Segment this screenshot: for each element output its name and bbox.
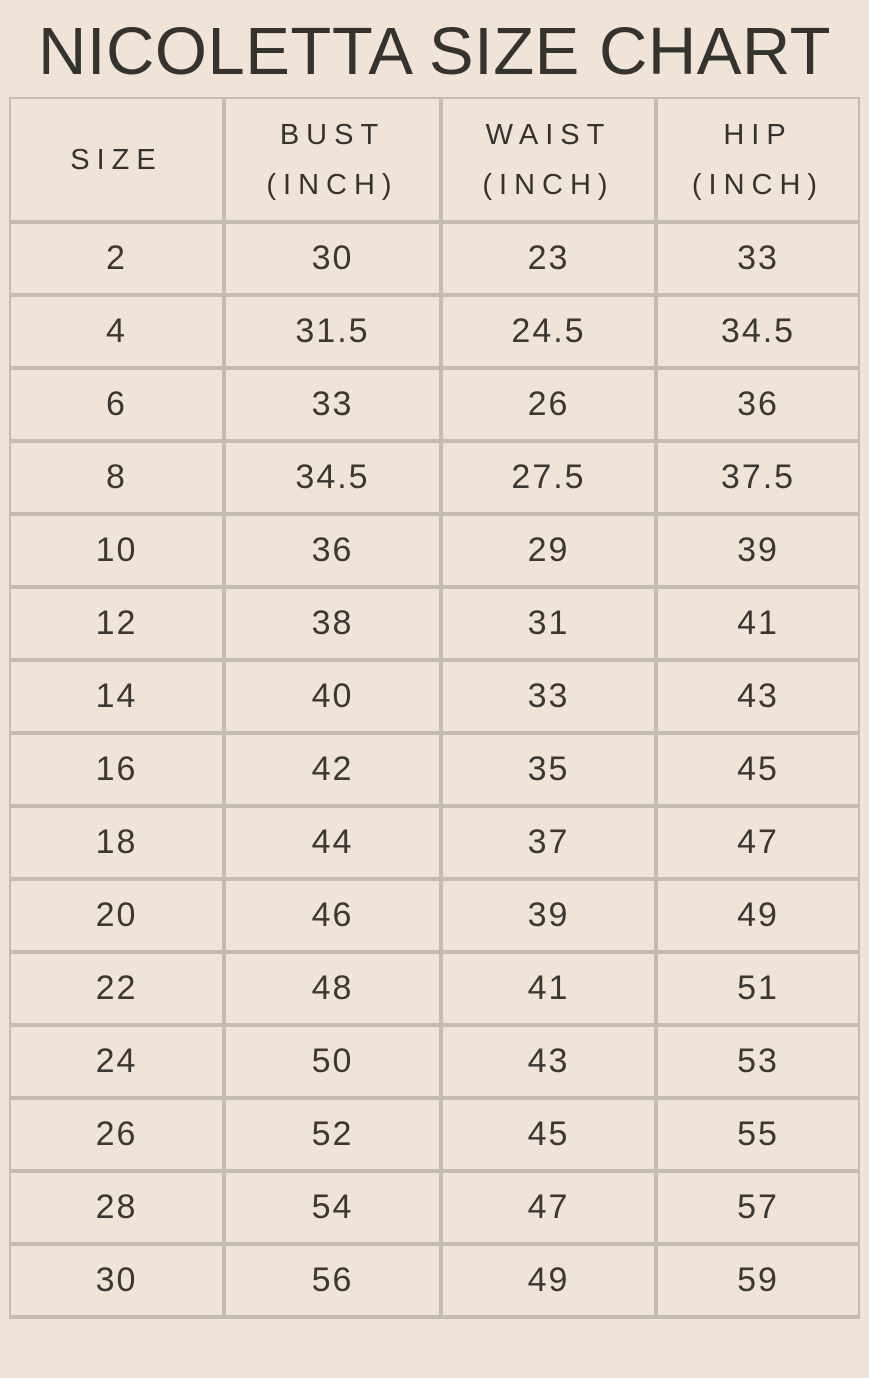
table-cell-waist: 27.5 (439, 439, 658, 516)
table-cell-waist: 41 (439, 950, 658, 1027)
table-cell-waist: 29 (439, 512, 658, 589)
table-row: 6 33 26 36 (9, 366, 860, 443)
table-cell-size: 30 (9, 1242, 226, 1319)
table-cell-size: 12 (9, 585, 226, 662)
table-cell-waist: 49 (439, 1242, 658, 1319)
table-cell-size: 18 (9, 804, 226, 881)
table-cell-hip: 34.5 (654, 293, 860, 370)
table-cell-waist: 23 (439, 220, 658, 297)
table-cell-bust: 42 (222, 731, 443, 808)
table-cell-hip: 53 (654, 1023, 860, 1100)
table-row: 16 42 35 45 (9, 731, 860, 808)
table-cell-hip: 49 (654, 877, 860, 954)
table-cell-waist: 47 (439, 1169, 658, 1246)
column-header-size: SIZE (9, 97, 226, 224)
column-header-hip: HIP (INCH) (654, 97, 860, 224)
table-cell-hip: 36 (654, 366, 860, 443)
table-cell-hip: 45 (654, 731, 860, 808)
table-cell-bust: 54 (222, 1169, 443, 1246)
table-row: 22 48 41 51 (9, 950, 860, 1027)
table-cell-size: 24 (9, 1023, 226, 1100)
table-cell-bust: 38 (222, 585, 443, 662)
table-cell-bust: 56 (222, 1242, 443, 1319)
table-cell-bust: 44 (222, 804, 443, 881)
column-header-line: WAIST (485, 118, 612, 151)
table-row: 12 38 31 41 (9, 585, 860, 662)
table-cell-waist: 39 (439, 877, 658, 954)
column-header-line: (INCH) (266, 168, 399, 201)
table-cell-bust: 30 (222, 220, 443, 297)
table-row: 20 46 39 49 (9, 877, 860, 954)
table-row: 30 56 49 59 (9, 1242, 860, 1319)
table-cell-hip: 39 (654, 512, 860, 589)
column-header-line: (INCH) (691, 168, 825, 201)
table-cell-bust: 31.5 (222, 293, 443, 370)
table-cell-size: 14 (9, 658, 226, 735)
column-header-line: SIZE (70, 143, 163, 176)
table-cell-waist: 43 (439, 1023, 658, 1100)
table-row: 4 31.5 24.5 34.5 (9, 293, 860, 370)
table-cell-size: 8 (9, 439, 226, 516)
table-cell-waist: 24.5 (439, 293, 658, 370)
table-cell-hip: 37.5 (654, 439, 860, 516)
column-header-waist: WAIST (INCH) (439, 97, 658, 224)
table-row: 10 36 29 39 (9, 512, 860, 589)
table-cell-bust: 40 (222, 658, 443, 735)
table-cell-bust: 50 (222, 1023, 443, 1100)
table-cell-size: 16 (9, 731, 226, 808)
table-cell-bust: 46 (222, 877, 443, 954)
table-row: 28 54 47 57 (9, 1169, 860, 1246)
page-title: NICOLETTA SIZE CHART (37, 14, 832, 89)
table-cell-hip: 57 (654, 1169, 860, 1246)
column-header-line: HIP (723, 118, 793, 151)
table-row: 2 30 23 33 (9, 220, 860, 297)
table-cell-bust: 36 (222, 512, 443, 589)
table-cell-size: 26 (9, 1096, 226, 1173)
column-header-line: BUST (279, 118, 386, 151)
column-header-line: (INCH) (482, 168, 615, 201)
table-cell-hip: 55 (654, 1096, 860, 1173)
header-row: SIZE BUST (INCH) WAIST (INCH) HIP (INCH) (9, 97, 860, 224)
table-cell-waist: 35 (439, 731, 658, 808)
table-cell-size: 2 (9, 220, 226, 297)
table-cell-bust: 52 (222, 1096, 443, 1173)
table-cell-waist: 26 (439, 366, 658, 443)
table-row: 18 44 37 47 (9, 804, 860, 881)
table-cell-hip: 33 (654, 220, 860, 297)
table-cell-waist: 33 (439, 658, 658, 735)
table-row: 26 52 45 55 (9, 1096, 860, 1173)
table-cell-bust: 48 (222, 950, 443, 1027)
table-cell-size: 6 (9, 366, 226, 443)
table-cell-size: 10 (9, 512, 226, 589)
table-cell-hip: 41 (654, 585, 860, 662)
column-header-bust: BUST (INCH) (222, 97, 443, 224)
table-cell-waist: 37 (439, 804, 658, 881)
table-cell-size: 4 (9, 293, 226, 370)
table-cell-bust: 34.5 (222, 439, 443, 516)
table-cell-size: 22 (9, 950, 226, 1027)
size-chart-body: 2 30 23 33 4 31.5 24.5 34.5 6 33 26 36 8 34.5 27.5 37.5… (9, 220, 860, 1319)
table-row: 8 34.5 27.5 37.5 (9, 439, 860, 516)
table-cell-size: 28 (9, 1169, 226, 1246)
table-row: 14 40 33 43 (9, 658, 860, 735)
table-cell-waist: 31 (439, 585, 658, 662)
table-cell-hip: 51 (654, 950, 860, 1027)
table-cell-hip: 47 (654, 804, 860, 881)
table-cell-size: 20 (9, 877, 226, 954)
table-cell-waist: 45 (439, 1096, 658, 1173)
table-row: 24 50 43 53 (9, 1023, 860, 1100)
table-cell-bust: 33 (222, 366, 443, 443)
table-cell-hip: 59 (654, 1242, 860, 1319)
table-cell-hip: 43 (654, 658, 860, 735)
size-chart-table: SIZE BUST (INCH) WAIST (INCH) HIP (INCH) 2 30 23… (9, 97, 860, 1319)
